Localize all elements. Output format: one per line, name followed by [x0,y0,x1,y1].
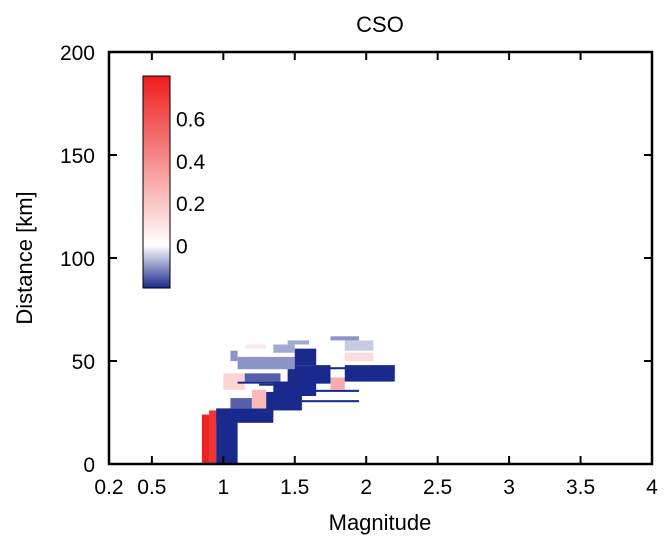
heatmap-cell [244,344,267,349]
heatmap-cell [316,367,360,370]
heatmap-cell [230,410,274,417]
x-tick-label: 2.5 [423,476,452,499]
heatmap-cell [237,381,288,384]
heatmap-cell [344,352,374,361]
heatmap-cell [251,389,267,409]
heatmap-cell [330,377,345,390]
heatmap-cell [287,340,310,345]
axis-ticks: 0.2 0.5 1 1.5 2 2.5 3 3.5 4 0 50 100 150 200 [60,42,658,499]
heatmap-cell [259,383,295,386]
x-tick-label: 1.5 [280,476,309,499]
x-tick-label: 3 [503,476,515,499]
colorbar: 0 0.2 0.4 0.6 [142,75,206,289]
heatmap-cell [301,389,360,392]
x-tick-label: 3.5 [566,476,595,499]
heatmap-cell [244,373,281,382]
x-axis-title: Magnitude [329,510,432,535]
y-tick-label: 50 [72,351,95,374]
heatmap-cell [344,340,374,351]
heatmap-cells [201,336,395,464]
heatmap-cell [230,350,238,361]
y-tick-label: 100 [60,248,95,271]
x-tick-label: 4 [646,476,658,499]
x-tick-label: 0.5 [137,476,166,499]
chart-title: CSO [356,12,404,37]
colorbar-tick-label: 0.6 [176,108,205,131]
heatmap-cell [230,398,252,409]
colorbar-gradient [142,75,171,289]
heatmap-cell [294,348,317,366]
heatmap-cell [273,344,295,353]
y-tick-label: 200 [60,42,95,65]
heatmap-cell [209,410,217,464]
heatmap-cell [237,356,295,370]
colorbar-labels: 0 0.2 0.4 0.6 [176,108,206,258]
colorbar-tick-label: 0.2 [176,193,205,216]
heatmap-cell [201,414,210,464]
heatmap-cell [359,369,395,372]
heatmap-cell [301,400,360,403]
x-tick-label: 1 [217,476,229,499]
heatmap-cell [216,410,238,464]
heatmap-cell [301,367,317,376]
x-tick-label: 2 [360,476,372,499]
x-tick-label: 0.2 [94,476,123,499]
colorbar-tick-label: 0.4 [176,151,206,174]
heatmap-cell [330,336,360,341]
heatmap-cell [266,391,302,411]
colorbar-tick-label: 0 [176,236,188,259]
y-axis-title: Distance [km] [12,191,37,324]
heatmap-cell [223,373,245,390]
y-tick-label: 150 [60,145,95,168]
y-tick-label: 0 [83,454,95,477]
heatmap-cell [294,383,302,388]
